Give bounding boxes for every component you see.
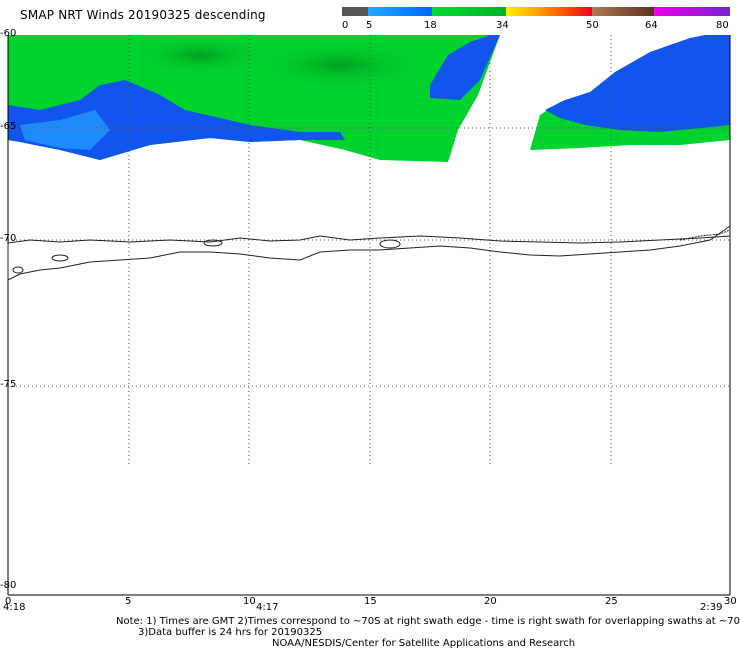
colorbar-label-34: 34: [496, 20, 509, 31]
lon-label-0: 0: [5, 596, 12, 607]
lon-label-30: 30: [724, 596, 737, 607]
colorbar-segment-brown: [592, 7, 654, 16]
wind-speed-colorbar: [342, 7, 730, 16]
note-line-2: 3)Data buffer is 24 hrs for 20190325: [138, 627, 323, 638]
lat-label-75: -75: [0, 379, 17, 390]
axes-frame: [7, 35, 731, 596]
time-label-left: 4:18: [3, 602, 26, 613]
lon-label-15: 15: [364, 596, 377, 607]
wind-swath-left: [8, 35, 500, 162]
lat-label-80: -80: [0, 580, 17, 591]
colorbar-segment-purple: [654, 7, 730, 16]
colorbar-label-0: 0: [342, 20, 349, 31]
colorbar-label-64: 64: [645, 20, 658, 31]
lon-label-10: 10: [243, 596, 256, 607]
colorbar-segment-warm: [506, 7, 592, 16]
grid-lines: [8, 35, 731, 466]
coastline: [7, 225, 731, 281]
wind-swath-right: [530, 35, 730, 150]
lon-label-25: 25: [605, 596, 618, 607]
colorbar-label-80: 80: [716, 20, 729, 31]
lon-label-5: 5: [125, 596, 132, 607]
colorbar-label-5: 5: [366, 20, 373, 31]
colorbar-label-18: 18: [424, 20, 437, 31]
colorbar-segment-low: [368, 7, 432, 16]
note-line-1: Note: 1) Times are GMT 2)Times correspon…: [116, 616, 740, 627]
map-title: SMAP NRT Winds 20190325 descending: [20, 8, 266, 22]
time-label-right: 2:39: [700, 602, 723, 613]
lon-label-20: 20: [484, 596, 497, 607]
note-line-3: NOAA/NESDIS/Center for Satellite Applica…: [272, 638, 576, 649]
lat-label-60: -60: [0, 28, 17, 39]
colorbar-segment-calm: [342, 7, 368, 16]
colorbar-segment-green: [432, 7, 506, 16]
lat-label-65: -65: [0, 121, 17, 132]
time-label-middle: 4:17: [256, 602, 279, 613]
lat-label-70: -70: [0, 233, 17, 244]
colorbar-label-50: 50: [586, 20, 599, 31]
